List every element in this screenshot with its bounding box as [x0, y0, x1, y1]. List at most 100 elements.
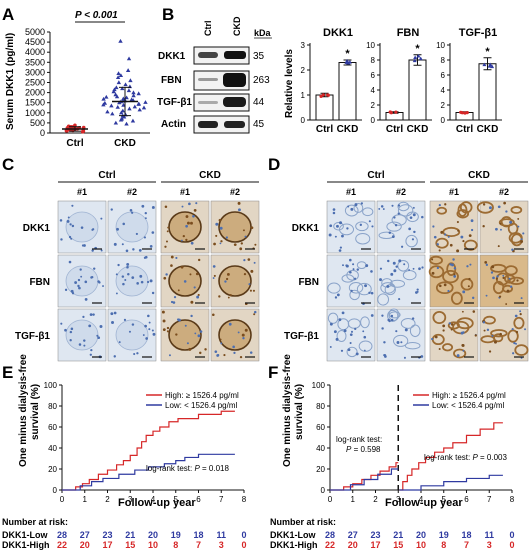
- nucleus: [502, 276, 505, 280]
- nucleus: [229, 294, 232, 297]
- nucleus: [78, 286, 81, 290]
- group-header-ckd: CKD: [199, 170, 221, 181]
- data-point: [115, 104, 120, 109]
- y-tick-label: 3: [301, 41, 306, 50]
- data-point: [73, 123, 77, 128]
- data-point: [137, 107, 142, 112]
- nucleus: [482, 203, 486, 206]
- nucleus: [223, 353, 226, 357]
- data-point: [104, 94, 109, 99]
- y-tick-label: 4000: [25, 47, 45, 57]
- nucleus: [506, 289, 510, 293]
- tubule: [463, 239, 478, 251]
- nucleus: [170, 264, 173, 267]
- y-tick-label: 80: [316, 402, 325, 411]
- nucleus: [466, 265, 469, 268]
- data-point: [119, 110, 124, 115]
- kda-fbn: 263: [253, 75, 270, 86]
- y-tick-label: 100: [44, 381, 58, 390]
- significance-star: *: [485, 46, 490, 58]
- nucleus: [400, 341, 403, 344]
- nucleus: [237, 331, 240, 334]
- tubule: [435, 237, 449, 249]
- nucleus: [145, 337, 148, 340]
- logrank-p: P: [194, 464, 200, 473]
- nucleus: [185, 238, 188, 242]
- panel-f-legend: High: ≥ 1526.4 pg/ml Low: < 1526.4 pg/ml: [413, 391, 506, 410]
- nucleus: [438, 348, 441, 351]
- legend-low-label: Low: < 1526.4 pg/ml: [432, 401, 504, 410]
- nucleus: [329, 322, 333, 326]
- glomerulus: [218, 319, 252, 351]
- data-point: [136, 102, 141, 106]
- y-tick-label: 40: [48, 444, 57, 453]
- nucleus: [180, 265, 184, 269]
- nucleus: [360, 202, 364, 205]
- nucleus: [189, 273, 192, 276]
- nucleus: [354, 327, 357, 331]
- nucleus: [220, 240, 223, 243]
- nucleus: [411, 317, 415, 320]
- nucleus: [218, 295, 221, 298]
- nucleus: [388, 319, 391, 323]
- data-point: [321, 93, 325, 97]
- tubule: [397, 204, 414, 217]
- data-point: [124, 95, 129, 100]
- nucleus: [391, 235, 395, 239]
- nucleus: [248, 283, 251, 286]
- band-actin-ctrl: [198, 121, 218, 128]
- tubule: [432, 310, 447, 325]
- nucleus: [186, 342, 189, 345]
- tubule: [436, 206, 448, 215]
- data-point: [326, 93, 330, 97]
- tubule: [339, 223, 355, 236]
- nucleus: [84, 280, 88, 284]
- tubule: [358, 340, 373, 352]
- nucleus: [162, 319, 166, 323]
- nucleus: [127, 272, 130, 276]
- nucleus: [347, 205, 350, 208]
- nucleus: [509, 220, 513, 224]
- nucleus: [242, 337, 245, 340]
- nucleus: [413, 230, 416, 234]
- risk-count: 23: [102, 530, 112, 540]
- y-tick-label: 20: [48, 465, 57, 474]
- nucleus: [383, 341, 386, 344]
- nucleus: [339, 221, 343, 225]
- risk-count: 21: [393, 530, 403, 540]
- tubule: [435, 281, 454, 295]
- data-point: [413, 55, 418, 59]
- nucleus: [483, 329, 486, 332]
- panel-e-km: 0 20 40 60 80 100 0 1 2 3 4 5 6 7 8: [44, 381, 247, 504]
- nucleus: [144, 255, 148, 259]
- tubule: [380, 282, 396, 294]
- nucleus: [250, 269, 254, 273]
- nucleus: [64, 288, 68, 292]
- nucleus: [195, 272, 199, 276]
- nucleus: [219, 242, 222, 245]
- nucleus: [165, 273, 168, 276]
- nucleus: [249, 351, 253, 354]
- nucleus: [219, 338, 222, 341]
- nucleus: [336, 293, 340, 297]
- x-tick-label: 2: [105, 495, 110, 504]
- nucleus: [436, 266, 440, 270]
- nucleus: [180, 239, 183, 242]
- blot-row-fbn: FBN: [161, 75, 182, 86]
- panel-a-scatter: 0500100015002000250030003500400045005000…: [25, 21, 150, 149]
- logrank-p: P: [472, 453, 478, 462]
- nucleus: [462, 349, 465, 352]
- nucleus: [461, 310, 464, 313]
- risk-count: 0: [509, 530, 514, 540]
- nucleus: [403, 263, 406, 266]
- nucleus: [334, 296, 338, 299]
- nucleus: [173, 296, 177, 299]
- data-point: [101, 102, 106, 107]
- nucleus: [520, 240, 524, 243]
- panel-e-ylabel-2: survival (%): [30, 384, 41, 440]
- nucleus: [381, 327, 384, 330]
- nucleus: [188, 347, 192, 351]
- nucleus: [397, 204, 401, 207]
- nucleus: [253, 313, 256, 316]
- nucleus: [242, 229, 245, 232]
